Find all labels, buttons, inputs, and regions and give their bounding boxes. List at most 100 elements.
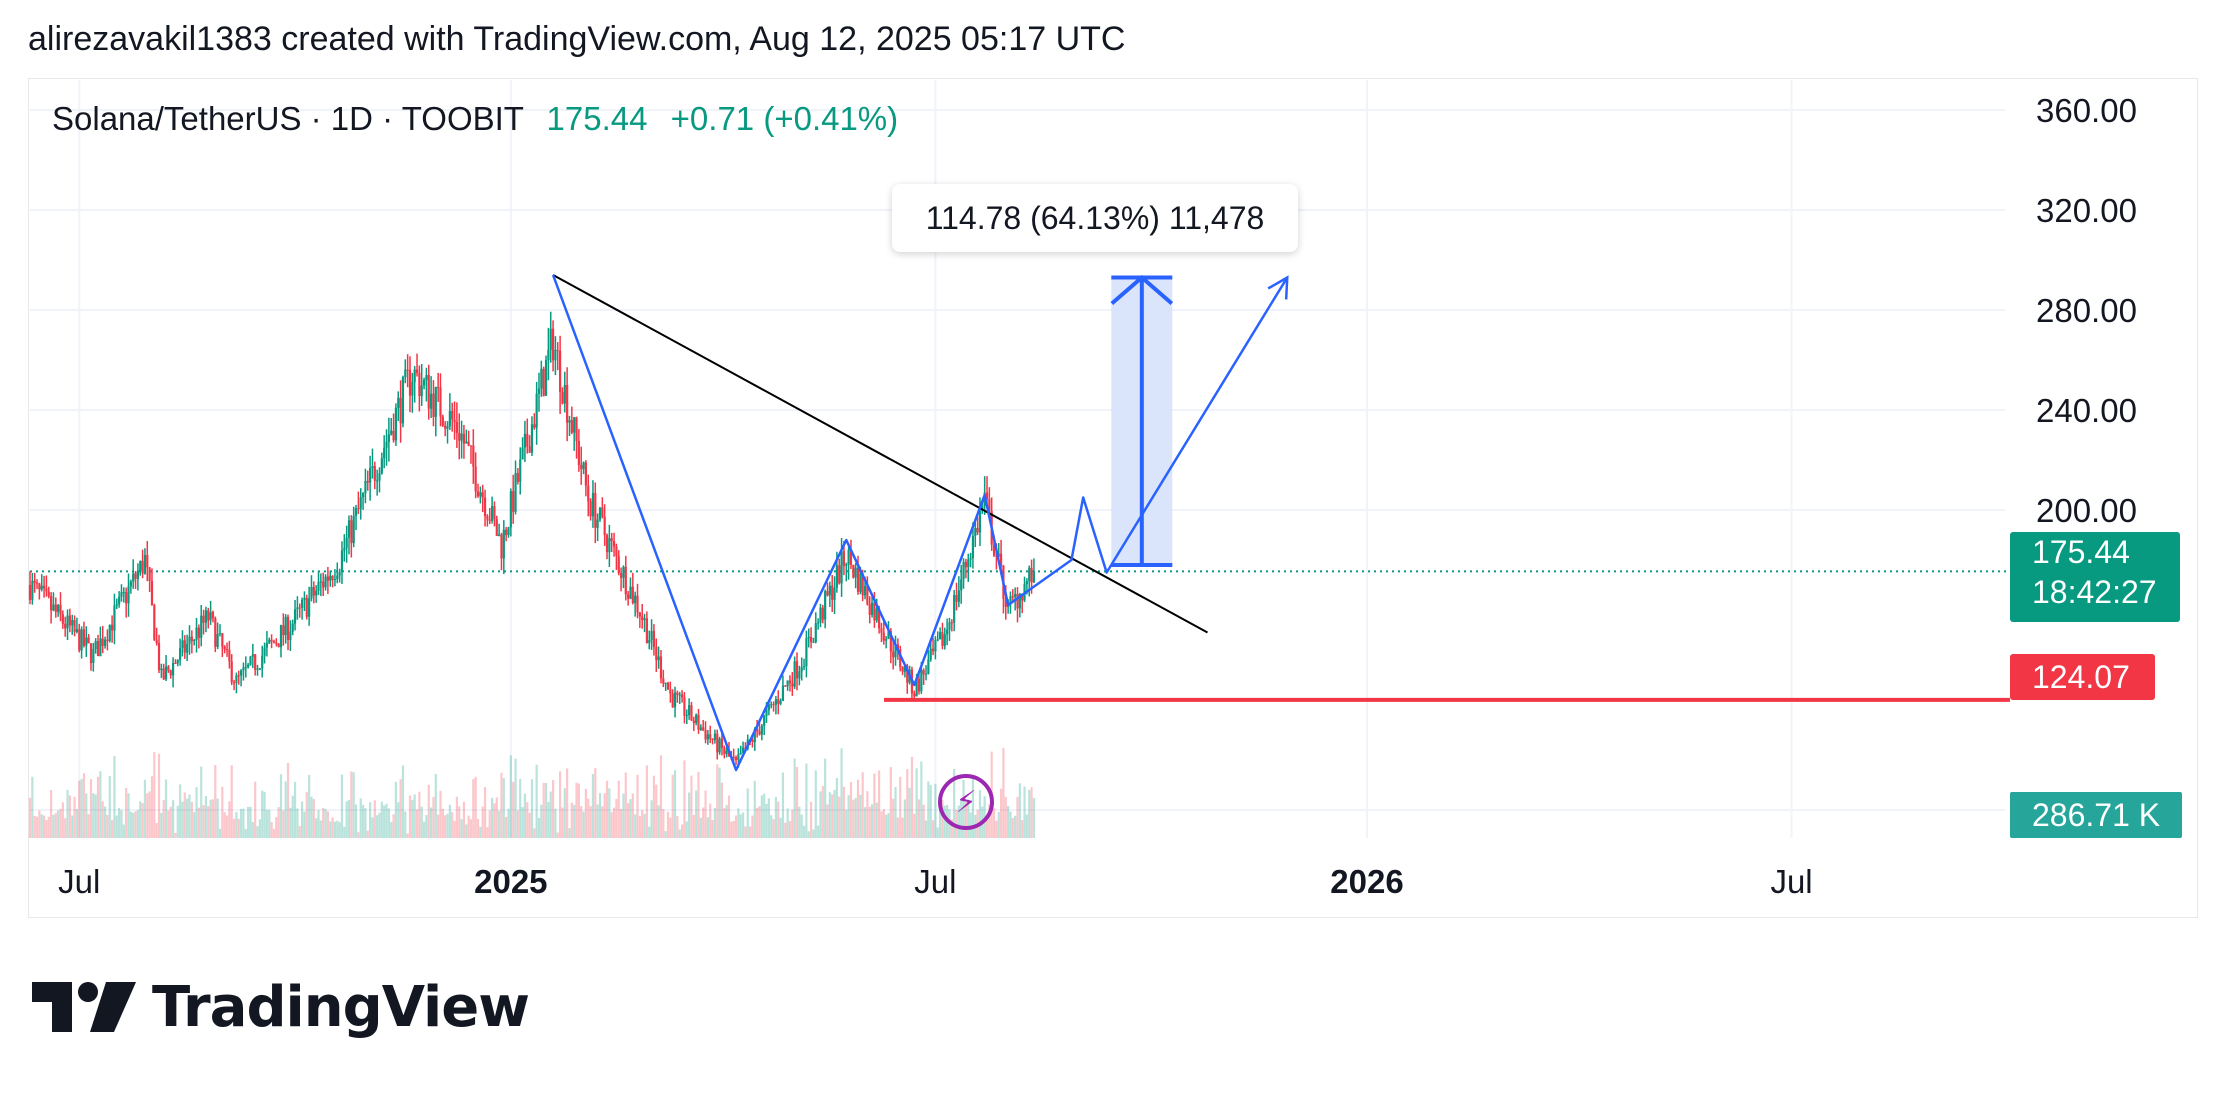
candle-body [498,534,501,536]
candle-body [741,747,745,753]
candle-body [282,625,285,636]
volume-bar [997,811,1000,838]
candle-body [85,637,88,646]
volume-bar [899,776,902,838]
volume-bar [218,828,222,838]
candle-body [256,668,259,670]
candle-body [1025,581,1028,585]
candle-body [406,369,409,371]
candle-body [704,730,707,740]
volume-bar [120,810,123,838]
candle-body [118,596,121,605]
horizontal-line-tag[interactable]: 124.07 [2010,654,2155,700]
volume-bar [340,774,344,838]
candle-body [268,639,271,644]
lightning-bolt-icon[interactable]: ⚡ [938,774,994,830]
volume-bar [763,793,766,838]
candle-body [167,666,170,671]
volume-bar [563,788,566,838]
candle-body [824,591,827,620]
candle-body [54,604,57,612]
candle-body [521,447,524,460]
candle-body [838,565,841,584]
candle-body [80,629,83,651]
volume-bar [760,795,763,838]
volume-bar [439,790,442,838]
candle-body [847,549,850,565]
volume-bar [329,821,332,838]
volume-bar [143,779,147,838]
candle-body [347,520,351,538]
candle-body [160,668,163,671]
measure-label[interactable]: 114.78 (64.13%) 11,478 [892,184,1298,252]
candle-body [671,693,674,708]
candle-body [756,728,759,732]
candle-body [936,639,939,641]
chart-frame [28,78,2198,918]
volume-bar [45,820,48,838]
candle-body [753,728,756,743]
candle-body [45,588,48,592]
candle-body [317,582,320,591]
candle-body [1032,571,1036,583]
volume-bar [713,808,717,838]
volume-bar [556,832,559,838]
candle-body [582,462,585,470]
volume-bar [589,806,592,838]
volume-bar [150,776,154,838]
candle-body [619,573,623,578]
volume-bar [666,811,670,838]
candle-body [880,628,883,633]
candle-body [446,426,449,429]
volume-bar [193,812,196,838]
candle-body [580,465,583,470]
candle-body [345,537,348,549]
volume-bar [1032,798,1036,838]
volume-bar [706,817,709,838]
volume-bar [385,803,388,838]
candle-body [760,726,763,735]
volume-bar [263,791,266,838]
candle-body [573,417,576,433]
candle-body [153,605,156,640]
trendline [552,274,1208,634]
volume-bar [840,748,843,838]
candle-body [408,369,412,396]
volume-bar [411,799,414,838]
volume-bar [87,814,90,838]
volume-bar [929,784,932,838]
volume-bar [460,819,463,838]
volume-bar [157,753,161,838]
volume-bar [488,810,491,838]
volume-bar [369,802,372,838]
volume-bar [394,781,398,838]
volume-bar [889,767,892,838]
candle-body [544,360,548,396]
volume-bar [690,775,693,838]
candle-body [125,592,128,604]
candle-body [737,754,740,760]
candle-body [397,397,400,408]
attribution-header: alirezavakil1383 created with TradingVie… [28,20,1126,58]
volume-bar [214,765,217,838]
candle-body [343,548,346,551]
candle-body [183,640,186,653]
candle-body [718,738,721,753]
volume-bar [493,803,496,838]
volume-bar [723,808,726,838]
volume-bar [985,820,989,838]
volume-bar [814,770,817,838]
volume-bar [1025,814,1028,838]
symbol-legend[interactable]: Solana/TetherUS · 1D · TOOBIT 175.44 +0.… [52,100,898,138]
volume-bar [240,808,243,838]
measure-arrow-head [1110,274,1174,306]
volume-bar [298,826,301,838]
volume-bar [770,815,773,838]
candle-body [216,634,219,647]
volume-bar [915,768,918,838]
volume-bar [66,789,69,838]
candle-body [64,623,67,629]
candle-body [181,640,184,649]
x-tick-label: Jul [1770,863,1812,900]
